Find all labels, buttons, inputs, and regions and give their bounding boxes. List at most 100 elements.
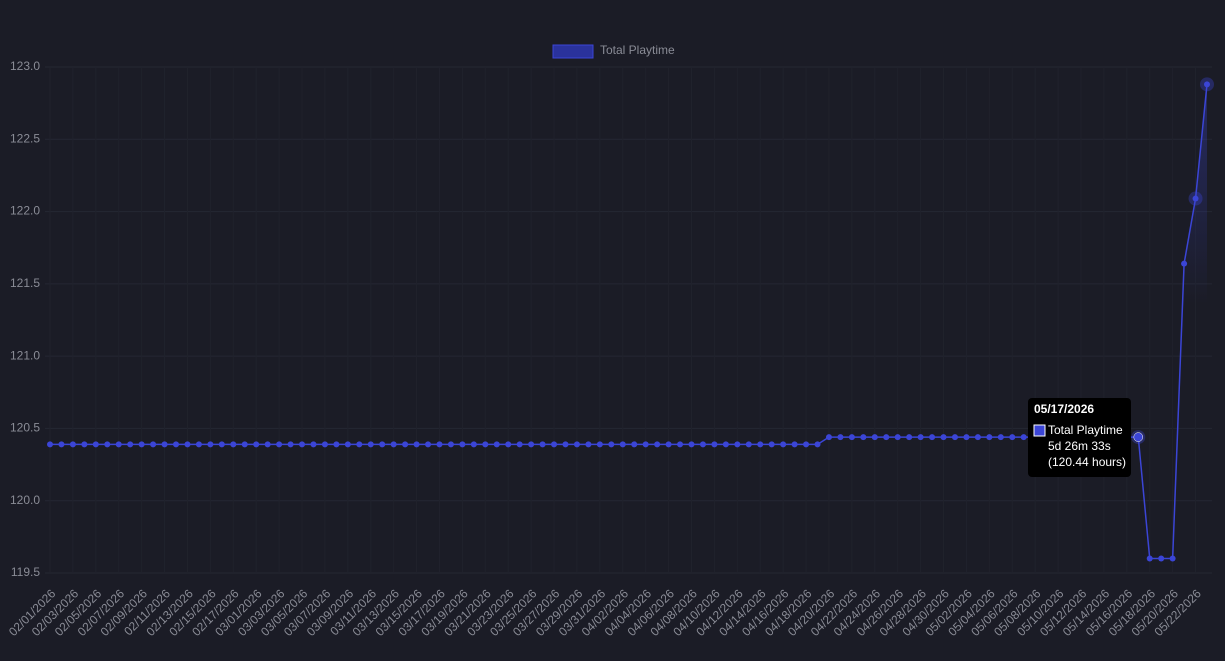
point	[482, 441, 489, 448]
point	[1133, 432, 1144, 442]
y-tick-label: 122.0	[10, 204, 40, 218]
point	[356, 441, 363, 448]
point	[1020, 434, 1027, 441]
point	[344, 441, 351, 448]
tooltip-swatch	[1033, 424, 1046, 437]
point	[402, 441, 409, 448]
point	[528, 441, 535, 448]
point	[860, 434, 867, 441]
point	[1192, 195, 1199, 202]
point	[722, 441, 729, 448]
tooltip: 05/17/2026 Total Playtime 5d 26m 33s (12…	[1028, 398, 1131, 477]
plot	[47, 77, 1214, 573]
point	[974, 434, 981, 441]
point	[1204, 81, 1210, 88]
point	[917, 434, 924, 441]
point	[207, 441, 214, 448]
point	[195, 441, 202, 448]
point	[745, 441, 752, 448]
y-tick-label: 120.0	[10, 493, 40, 507]
point	[310, 441, 317, 448]
y-tick-label: 119.5	[11, 565, 40, 579]
point	[848, 434, 855, 441]
point	[138, 441, 145, 448]
point	[894, 434, 901, 441]
point	[81, 441, 88, 448]
point	[115, 441, 122, 448]
point	[436, 441, 443, 448]
point	[757, 441, 764, 448]
point	[127, 441, 134, 448]
tooltip-line: 5d 26m 33s	[1048, 439, 1111, 453]
point	[1146, 555, 1153, 562]
point	[837, 434, 844, 441]
point	[505, 441, 512, 448]
point	[940, 434, 947, 441]
point	[791, 441, 798, 448]
point	[47, 441, 53, 448]
tooltip-title: 05/17/2026	[1034, 402, 1094, 416]
tooltip-line: (120.44 hours)	[1048, 455, 1126, 469]
point	[58, 441, 65, 448]
y-tick-label: 120.5	[10, 421, 40, 435]
point	[688, 441, 695, 448]
point	[596, 441, 603, 448]
point	[1158, 555, 1165, 562]
tooltip-box	[1028, 398, 1131, 477]
y-tick-label: 122.5	[10, 131, 40, 145]
point	[642, 441, 649, 448]
point	[230, 441, 237, 448]
point	[253, 441, 260, 448]
point	[218, 441, 225, 448]
point	[803, 441, 810, 448]
area	[50, 84, 1207, 573]
point	[299, 441, 306, 448]
point	[1009, 434, 1016, 441]
point	[619, 441, 626, 448]
point	[264, 441, 271, 448]
tooltip-series: Total Playtime	[1048, 423, 1123, 437]
point	[184, 441, 191, 448]
point	[241, 441, 248, 448]
point	[367, 441, 374, 448]
point	[150, 441, 157, 448]
point	[951, 434, 958, 441]
point	[780, 441, 787, 448]
point	[321, 441, 328, 448]
point	[459, 441, 466, 448]
point	[562, 441, 569, 448]
point	[493, 441, 500, 448]
point	[929, 434, 936, 441]
point	[173, 441, 180, 448]
point	[734, 441, 741, 448]
point	[631, 441, 638, 448]
point	[379, 441, 386, 448]
y-tick-label: 123.0	[10, 59, 40, 73]
point	[1181, 260, 1188, 267]
point	[447, 441, 454, 448]
y-tick-label: 121.0	[10, 348, 40, 362]
point	[516, 441, 523, 448]
point	[665, 441, 672, 448]
legend-swatch[interactable]	[552, 44, 594, 59]
point	[413, 441, 420, 448]
y-tick-label: 121.5	[10, 276, 40, 290]
point	[677, 441, 684, 448]
point	[92, 441, 99, 448]
point	[287, 441, 294, 448]
point	[104, 441, 111, 448]
point	[69, 441, 76, 448]
point	[573, 441, 580, 448]
point	[814, 441, 821, 448]
point	[654, 441, 661, 448]
point	[425, 441, 432, 448]
legend-label[interactable]: Total Playtime	[600, 43, 675, 57]
point	[699, 441, 706, 448]
point	[470, 441, 477, 448]
point	[276, 441, 283, 448]
point	[871, 434, 878, 441]
point	[390, 441, 397, 448]
point	[825, 434, 832, 441]
point	[906, 434, 913, 441]
